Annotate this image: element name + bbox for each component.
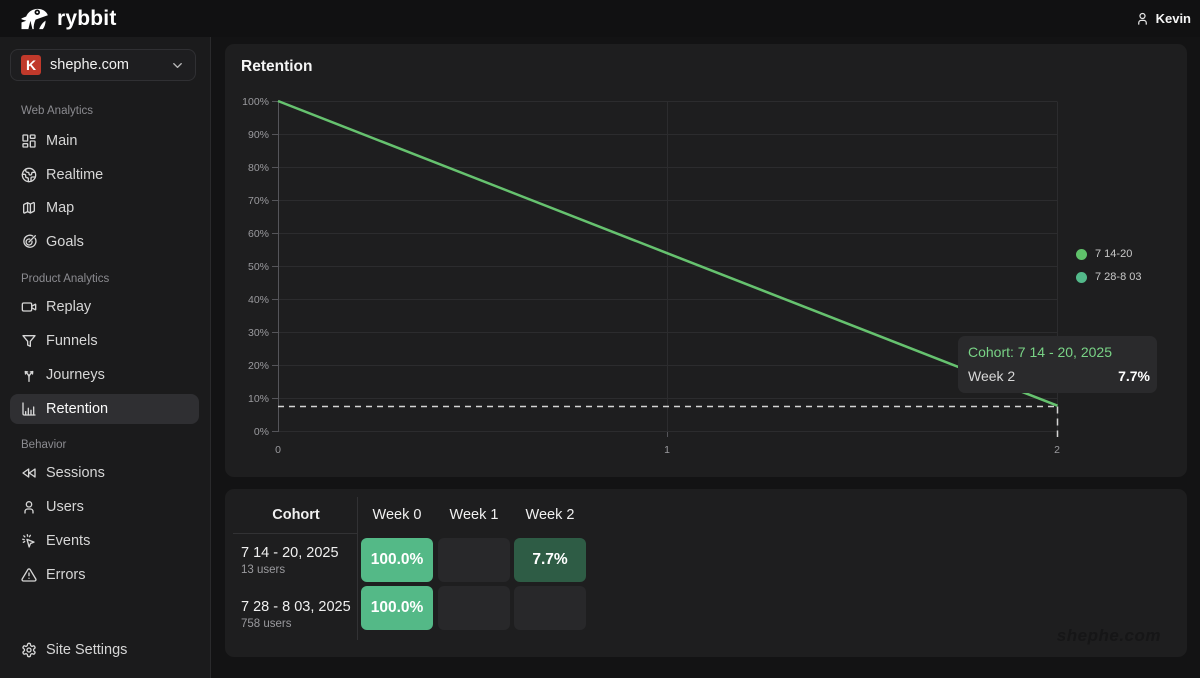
svg-text:0%: 0% [254,426,269,438]
svg-text:100%: 100% [242,96,269,108]
svg-text:40%: 40% [248,294,269,306]
svg-text:50%: 50% [248,261,269,273]
svg-text:90%: 90% [248,129,269,141]
svg-text:0: 0 [275,444,281,456]
svg-text:30%: 30% [248,327,269,339]
svg-text:10%: 10% [248,393,269,405]
svg-text:20%: 20% [248,360,269,372]
svg-text:70%: 70% [248,195,269,207]
svg-text:80%: 80% [248,162,269,174]
svg-text:60%: 60% [248,228,269,240]
svg-text:2: 2 [1054,444,1060,456]
svg-text:1: 1 [664,444,670,456]
